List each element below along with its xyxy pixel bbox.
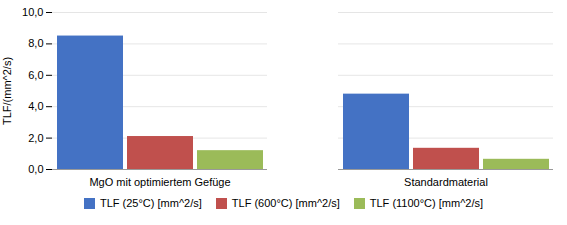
svg-text:4,0: 4,0: [28, 100, 43, 112]
svg-text:Standardmaterial: Standardmaterial: [404, 176, 488, 188]
svg-text:10,0: 10,0: [22, 6, 43, 18]
svg-text:TLF/(mm^2/s): TLF/(mm^2/s): [1, 57, 13, 125]
html-text:TLF (25°C) [mm^2/s]: TLF (25°C) [mm^2/s]: [100, 197, 202, 209]
svg-text:MgO mit optimiertem Gefüge: MgO mit optimiertem Gefüge: [89, 176, 230, 188]
html-text:TLF (600°C) [mm^2/s]: TLF (600°C) [mm^2/s]: [231, 197, 340, 209]
svg-text:0,0: 0,0: [28, 163, 43, 175]
html-text:TLF (1100°C) [mm^2/s]: TLF (1100°C) [mm^2/s]: [369, 197, 483, 209]
svg-text:6,0: 6,0: [28, 69, 43, 81]
svg-text:2,0: 2,0: [28, 132, 43, 144]
svg-text:8,0: 8,0: [28, 37, 43, 49]
